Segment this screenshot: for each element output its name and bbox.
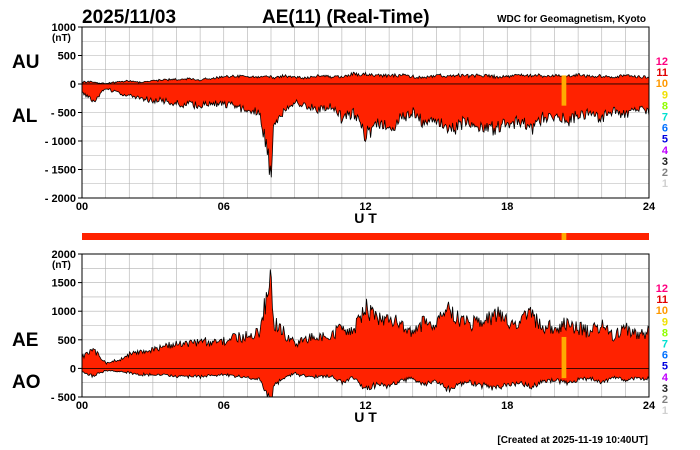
x-tick-label: 06: [218, 201, 230, 213]
color-scale-label: 1: [662, 178, 668, 190]
bottom-x-axis-ticks: 00 06 12 18 24: [76, 400, 656, 412]
color-scale-label: 11: [656, 294, 668, 306]
color-scale-label: 7: [662, 339, 668, 351]
ae-label: AE: [12, 330, 38, 351]
bottom-missing-data-band: [561, 336, 567, 379]
x-tick-label: 18: [501, 400, 513, 412]
x-tick-label: 00: [76, 400, 88, 412]
color-scale-label: 7: [662, 112, 668, 124]
color-scale-label: 1: [662, 405, 668, 417]
color-scale-label: 6: [662, 123, 668, 135]
y-tick-label: - 2000: [45, 193, 76, 205]
color-scale-label: 9: [662, 316, 668, 328]
x-tick-label: 12: [359, 400, 371, 412]
index-title: AE(11) (Real-Time): [262, 7, 430, 28]
y-tick-label: 1000: [52, 22, 76, 34]
coverage-missing-band: [561, 233, 567, 240]
bottom-y-axis-ticks: 2000 1500 1000 500 0 - 500: [51, 249, 82, 404]
x-tick-label: 24: [643, 201, 656, 213]
color-scale-label: 5: [662, 134, 668, 146]
y-tick-label: 500: [58, 335, 76, 347]
color-scale-label: 9: [662, 89, 668, 101]
color-scale-label: 2: [662, 167, 668, 179]
y-tick-label: 500: [58, 51, 76, 63]
color-scale-label: 3: [662, 156, 668, 168]
created-timestamp: [Created at 2025-11-19 10:40UT]: [497, 435, 648, 446]
x-tick-label: 06: [218, 400, 230, 412]
ao-series-area: [81, 368, 650, 398]
x-tick-label: 12: [359, 201, 371, 213]
y-tick-label: 1500: [52, 278, 76, 290]
color-scale-label: 6: [662, 350, 668, 362]
ae-series-area: [81, 269, 650, 369]
color-scale-label: 12: [656, 283, 668, 295]
color-scale-label: 11: [656, 67, 668, 79]
top-x-axis-label: U T: [354, 210, 377, 226]
date-title: 2025/11/03: [82, 7, 176, 28]
color-scale-label: 8: [662, 327, 668, 339]
top-missing-data-band: [561, 75, 567, 106]
y-tick-label: 2000: [52, 249, 76, 261]
top-y-axis-ticks: 1000 500 0 - 500 - 1000 - 1500 - 2000: [45, 22, 82, 205]
color-scale-label: 12: [656, 56, 668, 68]
color-scale-label: 8: [662, 100, 668, 112]
x-tick-label: 00: [76, 201, 88, 213]
y-tick-label: 0: [70, 363, 76, 375]
y-tick-label: 0: [70, 79, 76, 91]
x-tick-label: 24: [643, 400, 656, 412]
al-series-area: [81, 83, 650, 178]
bottom-plot-frame: [81, 253, 650, 398]
al-label: AL: [12, 106, 38, 127]
color-scale-label: 10: [656, 305, 668, 317]
bottom-x-axis-label: U T: [354, 409, 377, 425]
color-scale-label: 4: [662, 372, 669, 384]
x-tick-label: 18: [501, 201, 513, 213]
ao-label: AO: [12, 372, 41, 393]
y-tick-label: - 1000: [45, 136, 76, 148]
data-coverage-bar: [82, 233, 649, 240]
au-label: AU: [12, 52, 39, 73]
color-scale-label: 3: [662, 383, 668, 395]
y-tick-label: 1000: [52, 306, 76, 318]
top-x-axis-ticks: 00 06 12 18 24: [76, 201, 656, 213]
bottom-unit-label: (nT): [52, 260, 71, 271]
y-tick-label: - 1500: [45, 165, 76, 177]
y-tick-label: - 500: [51, 392, 76, 404]
au-series-area: [81, 71, 650, 85]
top-unit-label: (nT): [52, 33, 71, 44]
y-tick-label: - 500: [51, 108, 76, 120]
color-scale-label: 5: [662, 361, 668, 373]
color-scale-label: 4: [662, 145, 669, 157]
source-label: WDC for Geomagnetism, Kyoto: [497, 14, 646, 25]
color-scale-label: 2: [662, 394, 668, 406]
color-scale-label: 10: [656, 78, 668, 90]
